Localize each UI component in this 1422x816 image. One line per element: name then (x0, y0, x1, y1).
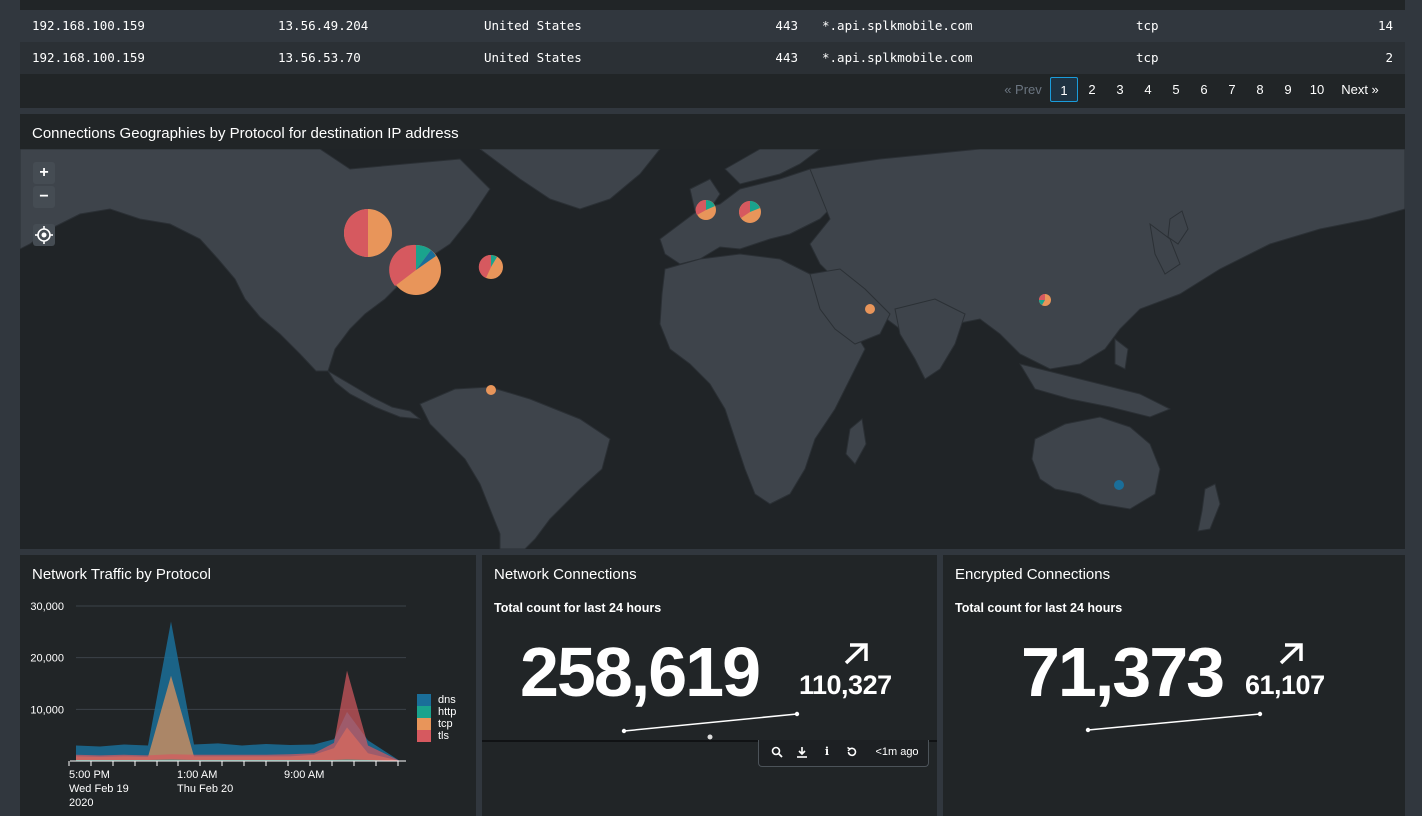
encrypted-connections-sparkline (1085, 711, 1263, 733)
traffic-area-chart[interactable]: 30,000 20,000 10,000 5:00 PM Wed Feb 19 2020 1… (20, 555, 476, 816)
dest-ip-cell: 13.56.49.204 (278, 18, 369, 33)
x-tick-label: Thu Feb 20 (177, 783, 233, 795)
legend-label: dns (438, 694, 456, 706)
x-tick-label: 9:00 AM (284, 769, 324, 781)
traffic-panel-title: Network Traffic by Protocol (32, 566, 211, 583)
y-tick-label: 20,000 (30, 653, 64, 665)
series-area-tcp (76, 675, 400, 761)
world-map[interactable]: + − (20, 149, 1405, 549)
marker-china (1039, 294, 1051, 306)
marker-colombia (486, 385, 496, 395)
country-cell: United States (484, 18, 582, 33)
marker-uk (695, 199, 716, 220)
legend-item-tls[interactable]: tls (417, 730, 449, 742)
legend-label: http (438, 706, 457, 718)
x-tick-label: Wed Feb 19 (69, 783, 129, 795)
x-tick-label: 2020 (69, 797, 93, 809)
map-panel-title: Connections Geographies by Protocol for … (32, 125, 459, 142)
port-cell: 443 (775, 50, 798, 65)
network-connections-title: Network Connections (494, 566, 637, 583)
legend-label: tls (438, 730, 449, 742)
x-tick-label: 5:00 PM (69, 769, 110, 781)
network-connections-subtitle: Total count for last 24 hours (494, 601, 662, 615)
page-link-2[interactable]: 2 (1088, 82, 1096, 97)
x-tick-label: 1:00 AM (177, 769, 217, 781)
encrypted-connections-value: 71,373 (1021, 633, 1225, 711)
network-connections-sparkline (482, 711, 937, 742)
trend-up-icon (844, 643, 868, 665)
country-cell: United States (484, 50, 582, 65)
y-tick-label: 10,000 (30, 704, 64, 716)
zoom-in-button[interactable]: + (33, 162, 55, 184)
transport-cell: tcp (1136, 50, 1159, 65)
transport-cell: tcp (1136, 18, 1159, 33)
count-cell: 14 (1377, 18, 1393, 33)
download-icon[interactable] (794, 740, 810, 764)
page-link-1[interactable]: 1 (1050, 77, 1078, 102)
marker-us-central (389, 244, 441, 295)
panel-toolbar: i <1m ago (758, 740, 929, 767)
marker-us-west (344, 209, 392, 257)
page-link-9[interactable]: 9 (1284, 82, 1292, 97)
series-area-tls (76, 670, 400, 761)
crosshair-icon (35, 226, 53, 244)
encrypted-connections-title: Encrypted Connections (955, 566, 1111, 583)
dest-ip-cell: 13.56.53.70 (278, 50, 361, 65)
page-link-10[interactable]: 10 (1309, 82, 1325, 97)
prev-page-link[interactable]: « Prev (1004, 82, 1042, 97)
count-cell: 2 (1385, 50, 1393, 65)
traffic-panel: Network Traffic by Protocol 30,000 20,000… (20, 555, 476, 816)
host-cell: *.api.splkmobile.com (822, 18, 973, 33)
legend-swatch (417, 706, 431, 718)
search-icon[interactable] (769, 740, 785, 764)
network-connections-delta: 110,327 (799, 670, 892, 700)
encrypted-connections-panel: Encrypted Connections Total count for la… (943, 555, 1405, 816)
info-icon[interactable]: i (824, 745, 830, 758)
legend-swatch (417, 718, 431, 730)
page-link-5[interactable]: 5 (1172, 82, 1180, 97)
encrypted-connections-delta: 61,107 (1245, 670, 1325, 700)
trend-up-icon (1279, 643, 1303, 665)
network-connections-panel: Network Connections Total count for last… (482, 555, 937, 816)
encrypted-connections-subtitle: Total count for last 24 hours (955, 601, 1123, 615)
marker-australia (1114, 480, 1124, 490)
world-map-land (20, 149, 1405, 549)
geo-markers (344, 199, 1124, 490)
results-table: 192.168.100.159 13.56.49.204 United Stat… (20, 0, 1405, 108)
legend-item-http[interactable]: http (417, 706, 456, 718)
zoom-out-button[interactable]: − (33, 186, 55, 208)
page-link-3[interactable]: 3 (1116, 82, 1124, 97)
page-link-7[interactable]: 7 (1228, 82, 1236, 97)
next-page-link[interactable]: Next » (1341, 82, 1379, 97)
refresh-icon[interactable] (844, 740, 860, 764)
legend-swatch (417, 694, 431, 706)
network-connections-value: 258,619 (520, 633, 761, 711)
page-link-4[interactable]: 4 (1144, 82, 1152, 97)
locate-button[interactable] (33, 224, 55, 246)
page-link-8[interactable]: 8 (1256, 82, 1264, 97)
table-row[interactable]: 192.168.100.159 13.56.49.204 United Stat… (20, 10, 1405, 42)
y-tick-label: 30,000 (30, 601, 64, 613)
legend-swatch (417, 730, 431, 742)
map-panel: Connections Geographies by Protocol for … (20, 114, 1405, 549)
pagination: « Prev 1 2 3 4 5 6 7 8 9 10 Next » (20, 77, 1405, 103)
src-ip-cell: 192.168.100.159 (32, 50, 145, 65)
marker-germany (739, 201, 761, 223)
host-cell: *.api.splkmobile.com (822, 50, 973, 65)
legend-label: tcp (438, 718, 453, 730)
marker-uae (865, 304, 875, 314)
refresh-time-label: <1m ago (875, 746, 919, 758)
legend-item-dns[interactable]: dns (417, 694, 456, 706)
page-link-6[interactable]: 6 (1200, 82, 1208, 97)
src-ip-cell: 192.168.100.159 (32, 18, 145, 33)
table-row[interactable]: 192.168.100.159 13.56.53.70 United State… (20, 42, 1405, 74)
marker-us-east (478, 254, 503, 279)
port-cell: 443 (775, 18, 798, 33)
legend-item-tcp[interactable]: tcp (417, 718, 453, 730)
